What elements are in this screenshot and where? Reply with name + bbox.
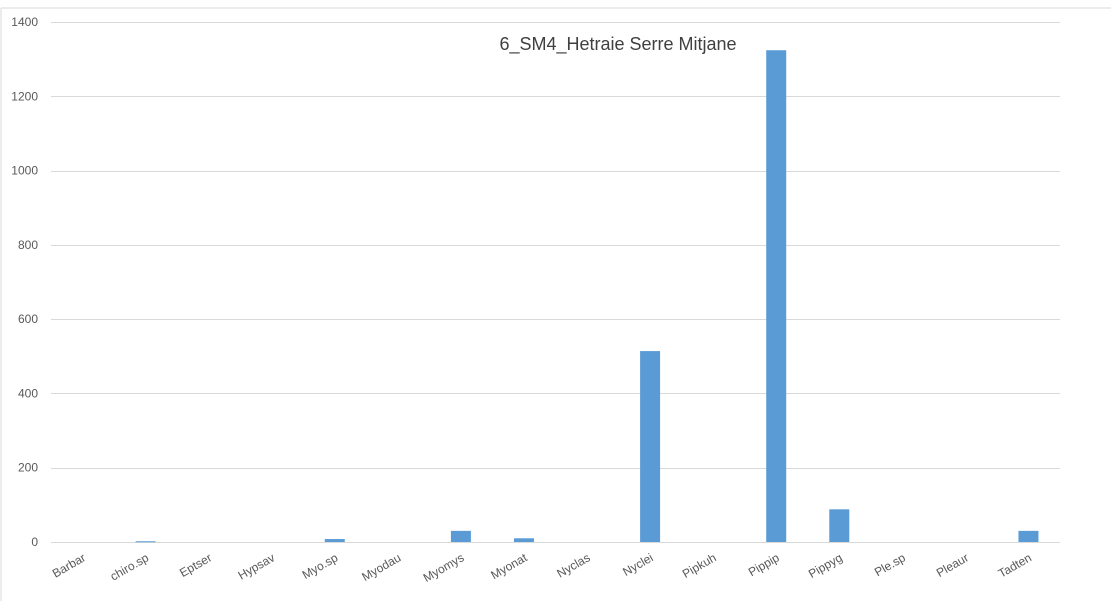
chart-title: 6_SM4_Hetraie Serre Mitjane: [499, 34, 736, 55]
x-category-label: Nyclei: [620, 550, 655, 578]
x-axis-category-labels: Barbar chiro.sp Eptser Hypsav Myo.sp Myodau My…: [50, 550, 1034, 585]
x-category-label: Myo.sp: [300, 550, 341, 582]
gridlines: [51, 22, 1060, 543]
x-category-label: Pleaur: [934, 550, 971, 579]
bar-pippyg: [829, 509, 850, 542]
x-category-label: Pippip: [746, 550, 782, 579]
y-tick-label: 0: [31, 535, 38, 549]
bar-pippip: [766, 50, 787, 542]
bar-chiro-sp: [135, 541, 156, 543]
bars: [135, 50, 1039, 543]
x-category-label: Myodau: [359, 550, 403, 583]
y-tick-label: 1400: [11, 15, 38, 29]
x-category-label: Tadten: [996, 550, 1034, 580]
x-category-label: chiro.sp: [108, 550, 152, 583]
bar-myomys: [450, 530, 471, 542]
x-category-label: Hypsav: [236, 550, 278, 582]
x-category-label: Barbar: [50, 550, 88, 580]
y-tick-label: 200: [18, 461, 38, 475]
y-tick-label: 1000: [11, 164, 38, 178]
x-category-label: Eptser: [177, 550, 214, 579]
bar-myo-sp: [324, 539, 345, 542]
x-category-label: Pippyg: [806, 550, 845, 580]
y-tick-label: 1200: [11, 89, 38, 103]
bar-nyclei: [640, 351, 661, 542]
x-category-label: Myomys: [421, 550, 467, 584]
y-tick-label: 400: [18, 386, 38, 400]
y-tick-label: 800: [18, 238, 38, 252]
x-category-label: Myonat: [488, 550, 530, 582]
bar-myonat: [513, 538, 534, 542]
y-tick-label: 600: [18, 312, 38, 326]
x-category-label: Pipkuh: [680, 550, 719, 580]
x-category-label: Nyclas: [554, 550, 592, 580]
x-category-label: Ple.sp: [872, 550, 908, 579]
y-axis-tick-labels: 0 200 400 600 800 1000 1200 1400: [11, 15, 38, 549]
bar-tadten: [1018, 530, 1039, 542]
